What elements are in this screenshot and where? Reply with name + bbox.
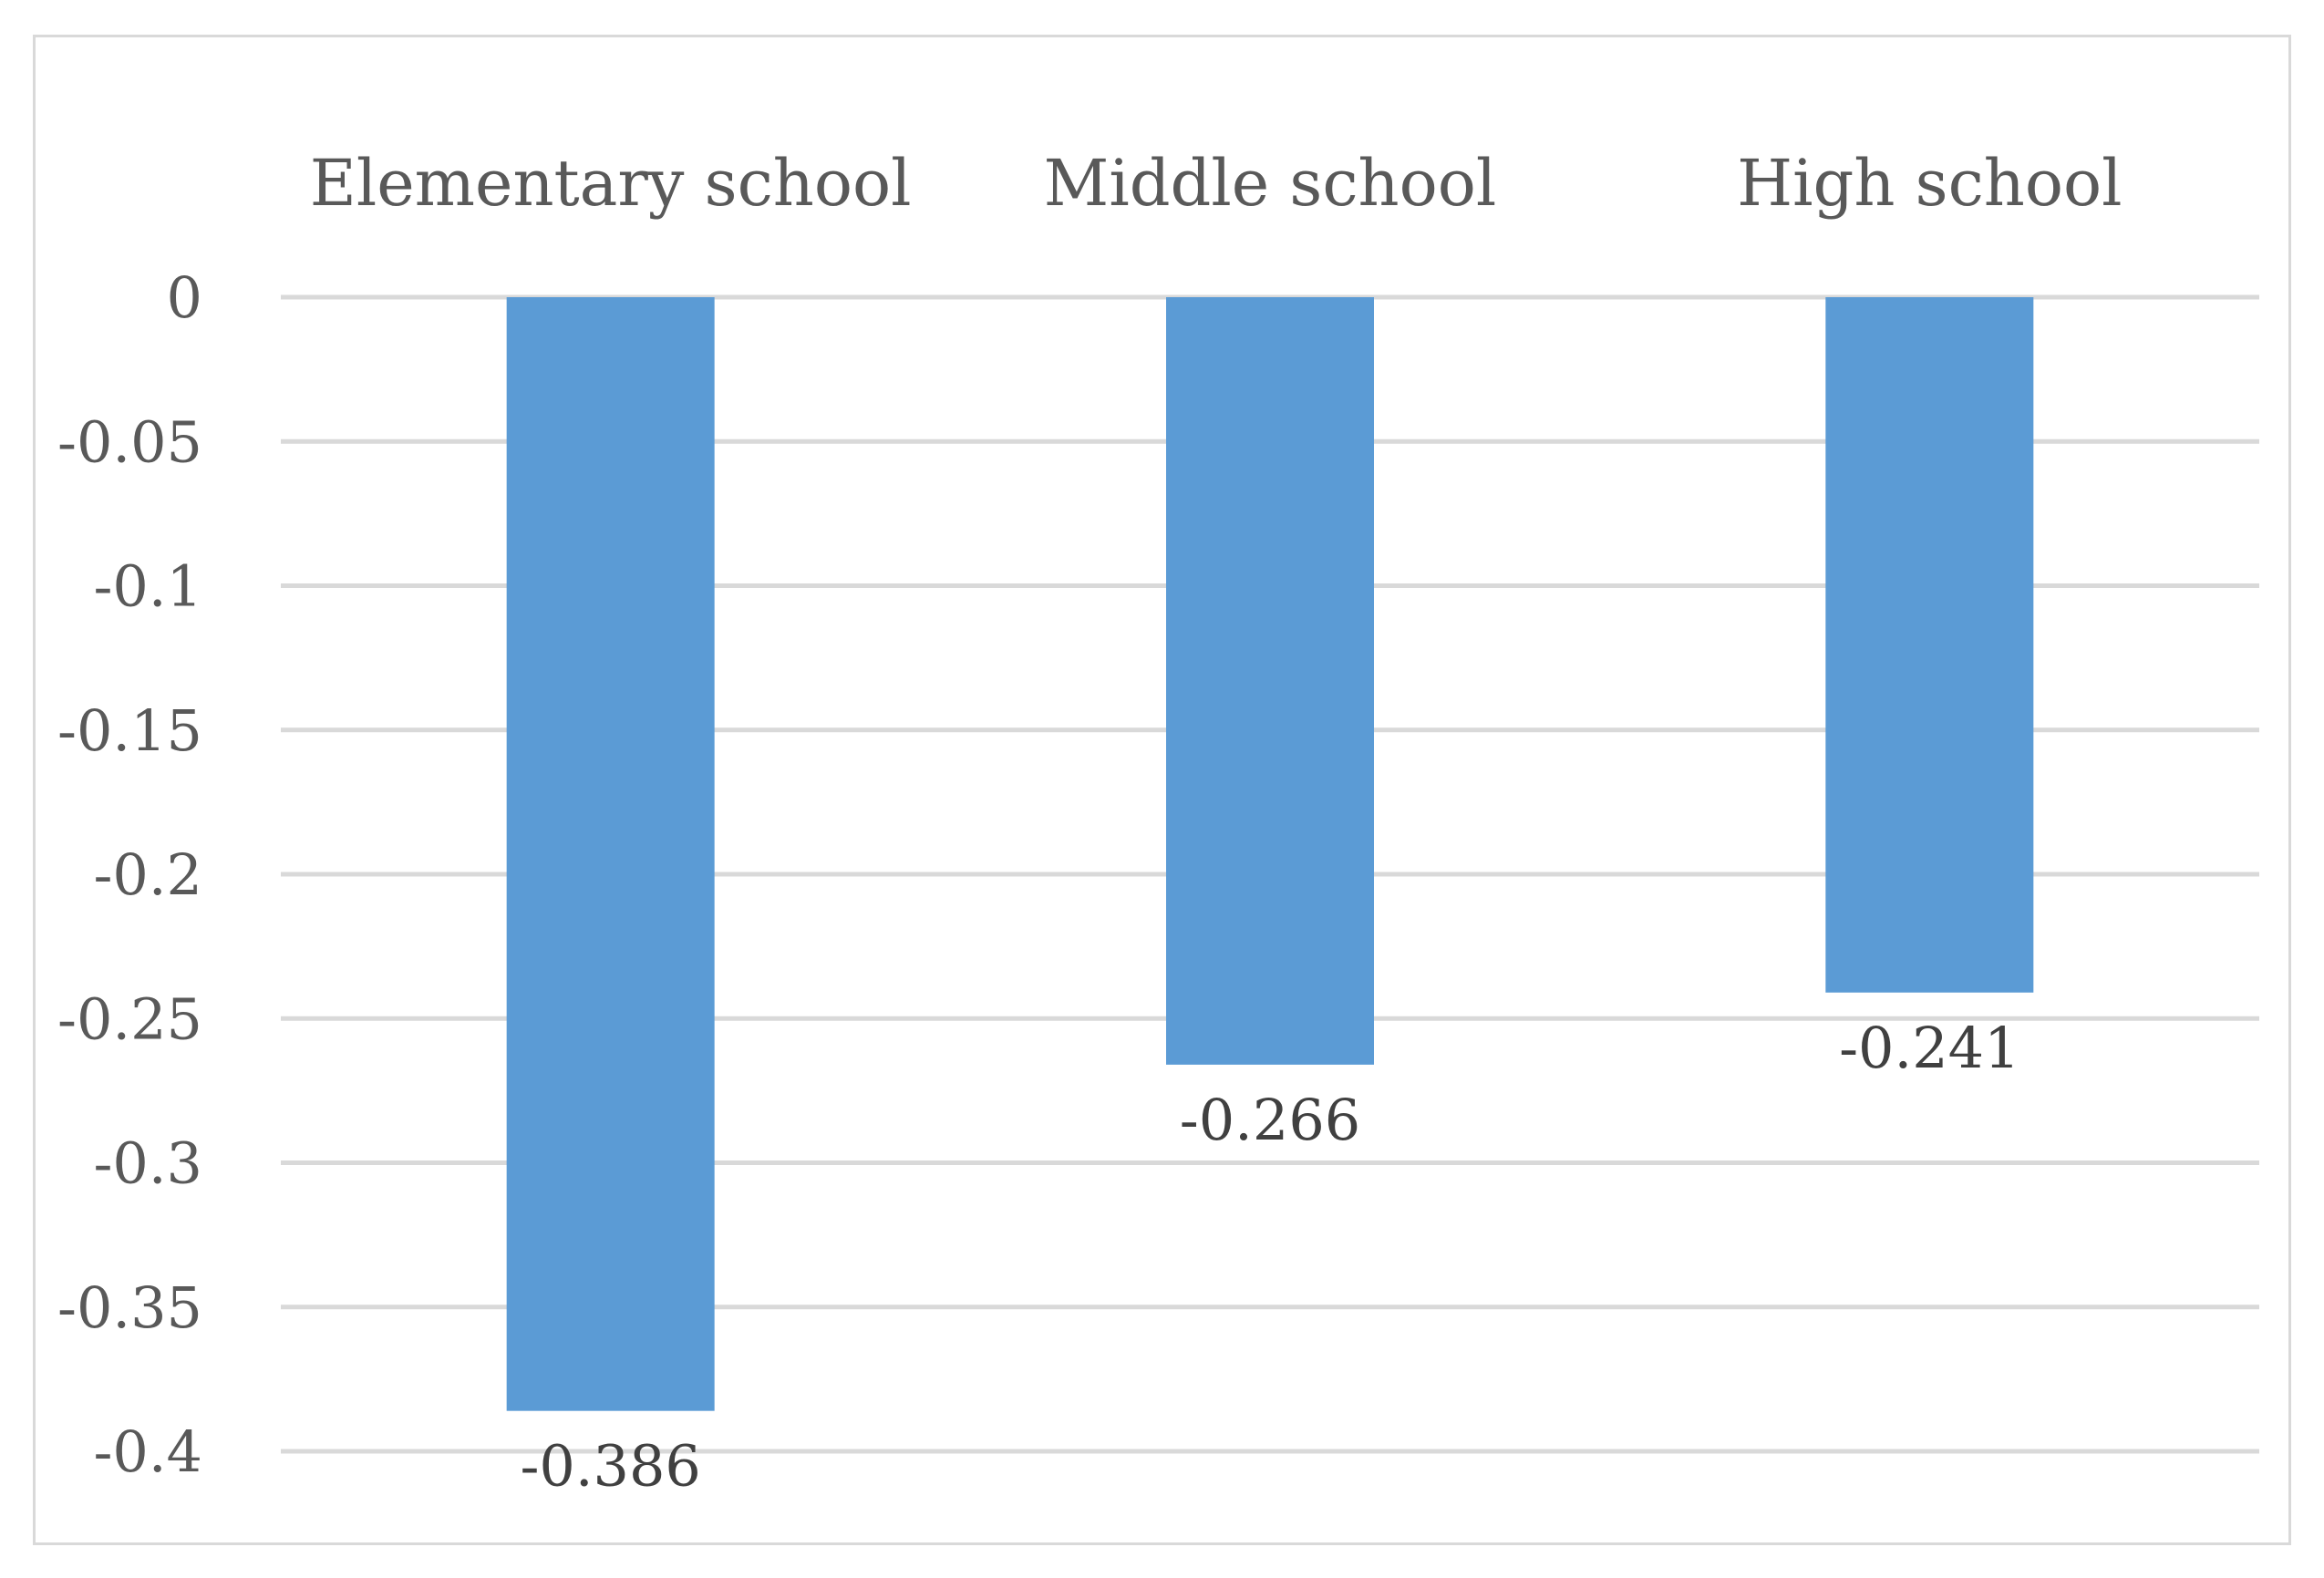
category-label: Middle school	[1044, 146, 1497, 221]
y-tick-label: -0.25	[57, 985, 202, 1052]
bar	[506, 297, 715, 1411]
bar	[1825, 297, 2034, 993]
category-labels: Elementary school Middle school High schoo…	[310, 146, 2123, 221]
data-label: -0.266	[1180, 1087, 1360, 1153]
data-labels: -0.386 -0.266 -0.241	[520, 1015, 2019, 1500]
category-label: Elementary school	[310, 146, 912, 221]
y-tick-label: -0.1	[93, 553, 202, 620]
y-tick-label: -0.2	[93, 841, 202, 908]
y-tick-label: 0	[167, 264, 202, 331]
category-label: High school	[1737, 146, 2122, 221]
y-tick-label: -0.3	[93, 1130, 202, 1197]
data-label: -0.386	[520, 1433, 700, 1500]
data-label: -0.241	[1839, 1015, 2019, 1081]
bars	[506, 297, 2034, 1411]
y-tick-label: -0.15	[57, 697, 202, 764]
y-tick-label: -0.4	[93, 1418, 202, 1485]
y-tick-label: -0.35	[57, 1274, 202, 1341]
y-tick-label: -0.05	[57, 408, 202, 475]
y-axis-tick-labels: 0 -0.05 -0.1 -0.15 -0.2 -0.25 -0.3 -0.35 -0.4	[57, 264, 202, 1485]
bar	[1166, 297, 1374, 1065]
